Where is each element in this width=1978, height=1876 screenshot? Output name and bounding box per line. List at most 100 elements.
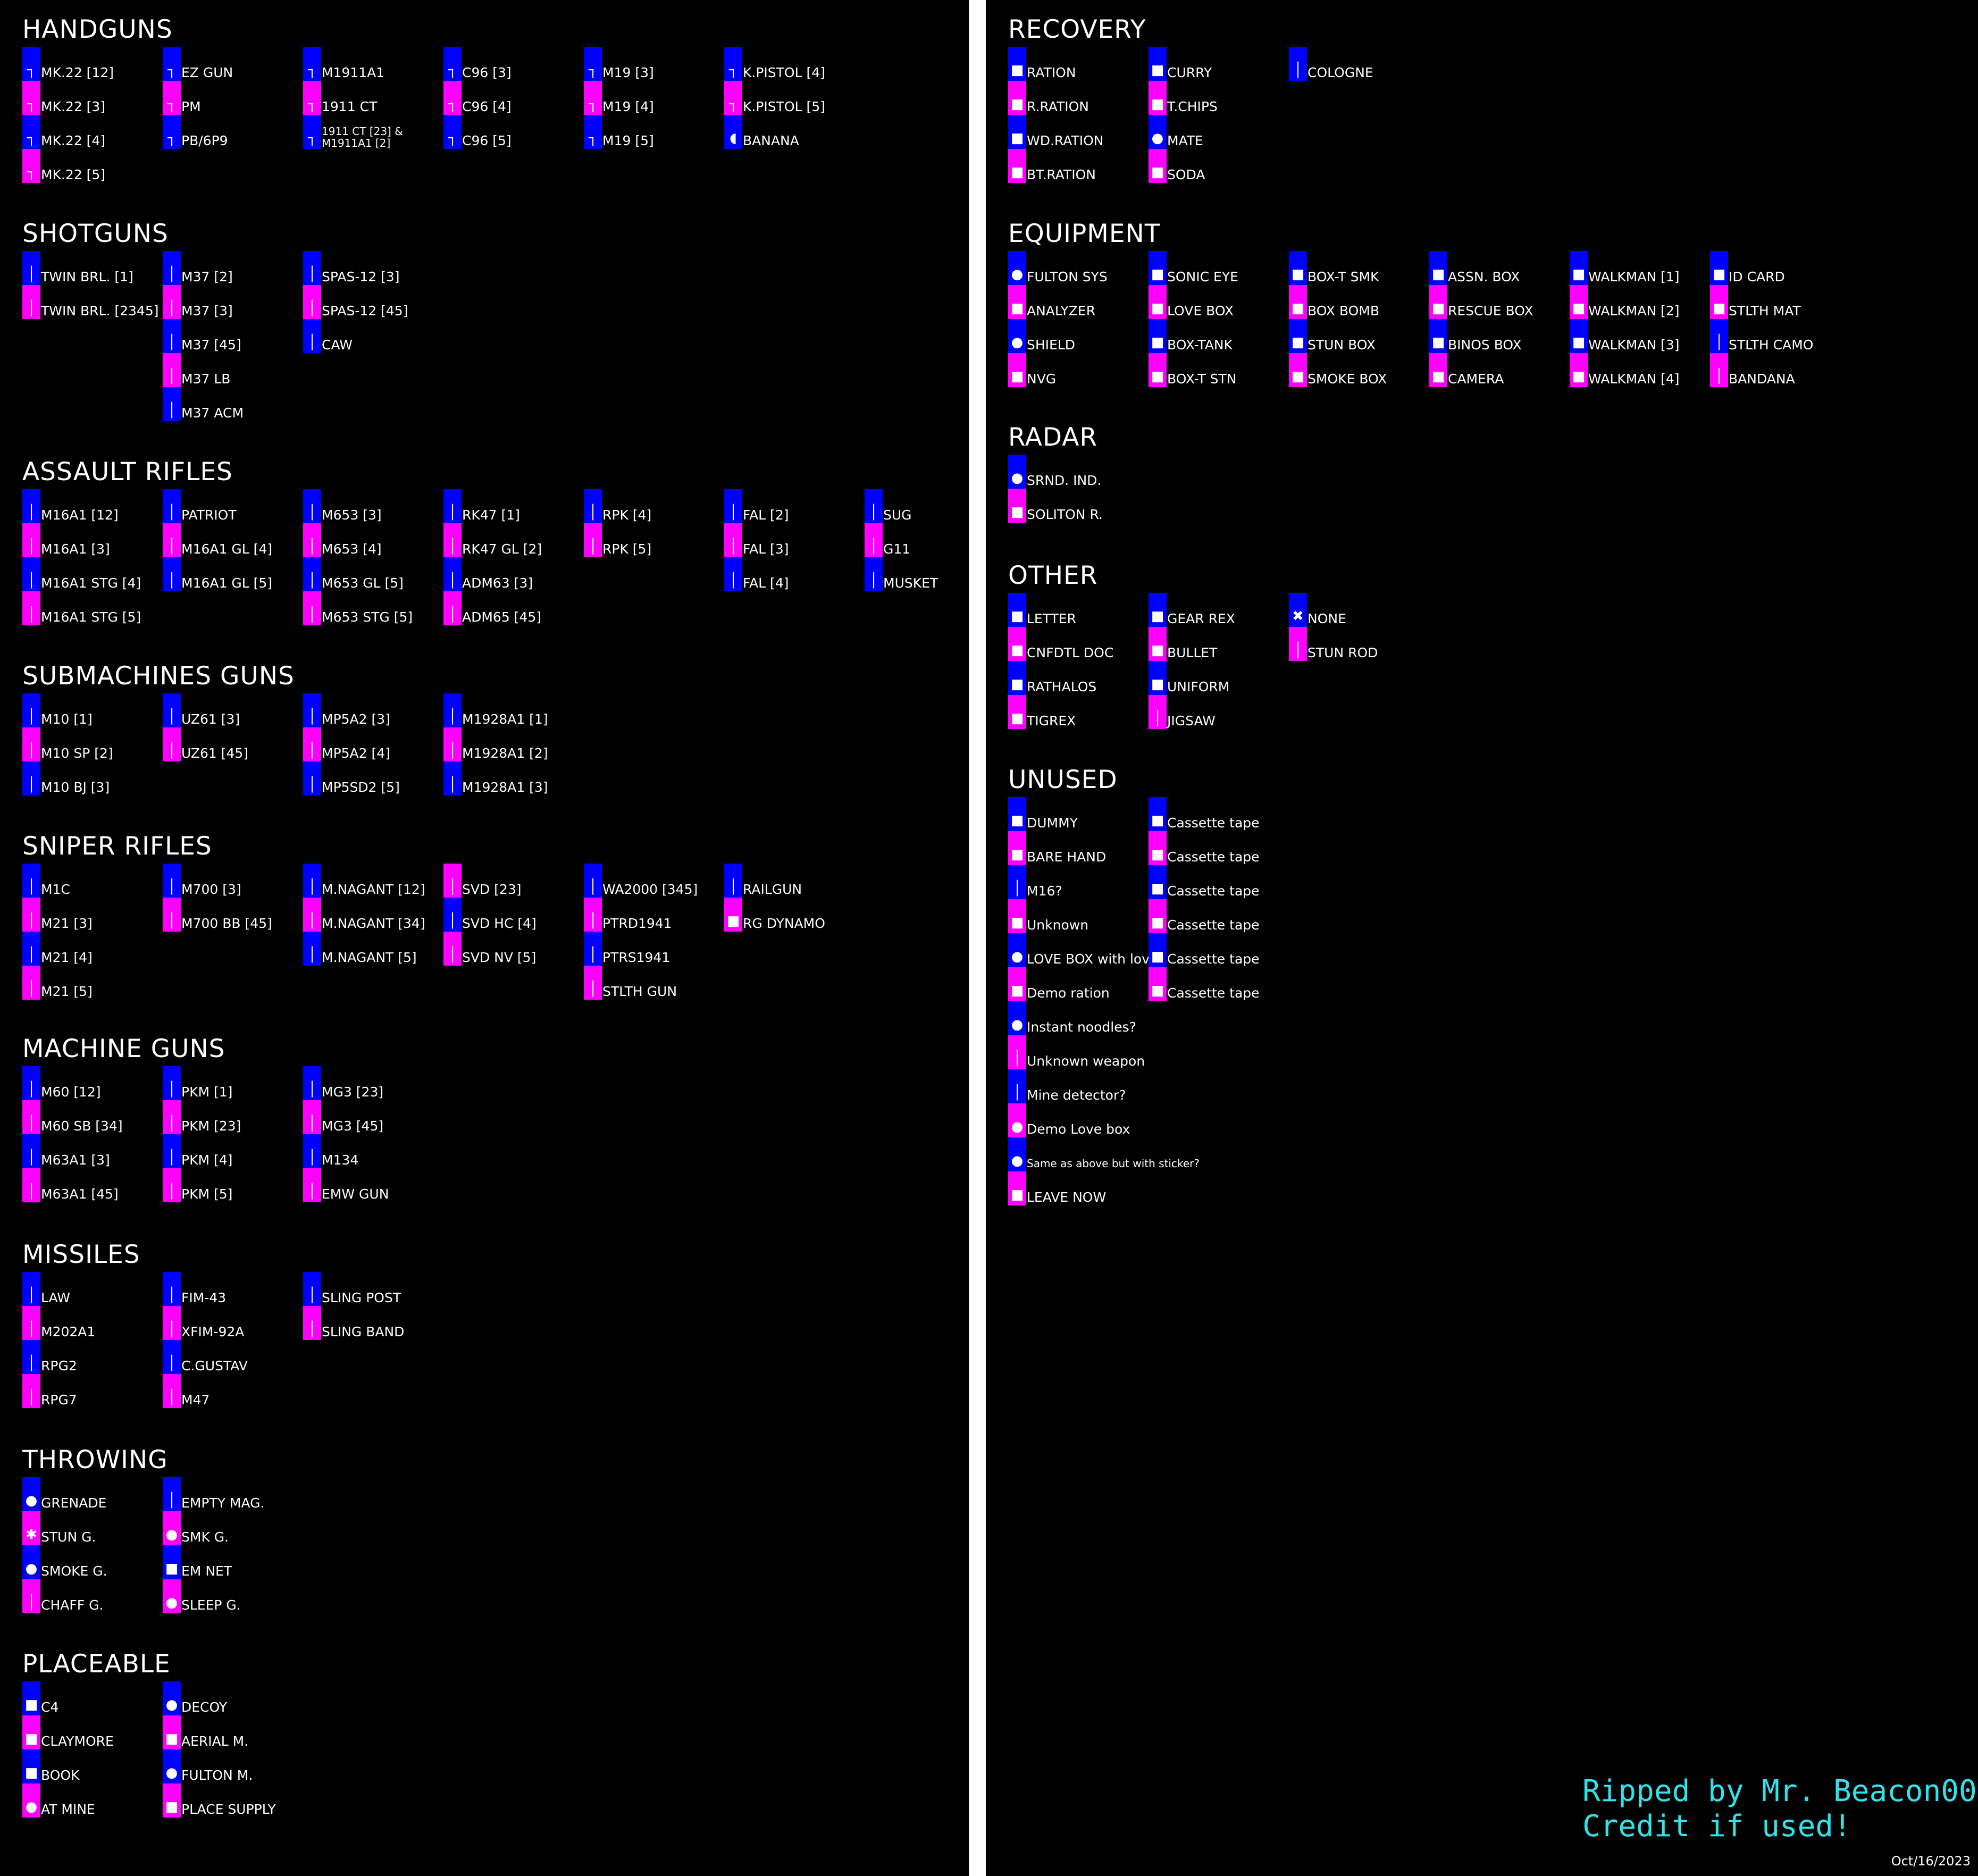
item-label: WALKMAN [3] <box>1588 337 1680 353</box>
item-camera: ■ CAMERA <box>1429 353 1570 387</box>
item-m-nagant-5: │ M.NAGANT [5] <box>303 932 443 966</box>
item-label: T.CHIPS <box>1167 99 1218 114</box>
item-sling-post: │ SLING POST <box>303 1272 443 1306</box>
item-label: WALKMAN [4] <box>1588 371 1680 387</box>
rifle-icon: │ <box>589 947 597 963</box>
item-label: TWIN BRL. [2345] <box>41 303 159 319</box>
item-icon-tile: ■ <box>1149 251 1167 285</box>
item-icon-tile: │ <box>724 864 742 898</box>
item-icon-tile: ● <box>1008 455 1026 489</box>
item-icon-tile: │ <box>163 864 181 898</box>
item-curry: ■ CURRY <box>1149 47 1289 81</box>
item-icon-tile: ■ <box>1008 899 1026 933</box>
item-label: CAW <box>322 337 353 353</box>
item-place-supply: ■ PLACE SUPPLY <box>163 1783 303 1818</box>
item-icon-tile: │ <box>443 557 462 591</box>
item-icon-tile: ■ <box>1008 285 1026 319</box>
item-label: PKM [5] <box>181 1186 233 1202</box>
item-icon-tile: ● <box>1008 319 1026 353</box>
gun-icon: ┐ <box>167 96 176 112</box>
item-chaff-g: │ CHAFF G. <box>22 1579 163 1613</box>
item-soliton-r: ■ SOLITON R. <box>1008 489 1149 523</box>
rifle-icon: │ <box>448 607 457 623</box>
box-icon: ■ <box>1010 96 1024 112</box>
gun-icon: ┐ <box>448 62 457 78</box>
rifle-icon: │ <box>308 1287 316 1303</box>
item-label: BULLET <box>1167 645 1218 660</box>
item-wa2000-345: │ WA2000 [345] <box>584 864 724 898</box>
item-icon-tile: ✖ <box>1289 593 1307 627</box>
item-c-gustav: │ C.GUSTAV <box>163 1340 303 1374</box>
rifle-icon: │ <box>27 1184 36 1200</box>
section-title: UNUSED <box>1008 765 1118 794</box>
rifle-icon: │ <box>1013 1051 1021 1067</box>
item-label: C4 <box>41 1699 59 1715</box>
gun-icon: ┐ <box>27 164 36 180</box>
item-label: M21 [5] <box>41 984 93 999</box>
item-label: M1928A1 [3] <box>462 780 548 795</box>
item-walkman-2: ■ WALKMAN [2] <box>1570 285 1710 319</box>
box-icon: ■ <box>1712 300 1726 316</box>
rifle-icon: │ <box>27 1116 36 1132</box>
item-label: Cassette tape <box>1167 883 1260 899</box>
item-icon-tile: ◖ <box>724 115 742 149</box>
item-rpk-5: │ RPK [5] <box>584 523 724 557</box>
item-m10-sp-2: │ M10 SP [2] <box>22 727 163 761</box>
item-icon-tile: │ <box>22 1066 40 1100</box>
item-label: M653 [3] <box>322 507 382 523</box>
item-svd-hc-4: │ SVD HC [4] <box>443 898 584 932</box>
item-bt-ration: ■ BT.RATION <box>1008 149 1149 183</box>
item-icon-tile: │ <box>303 1134 321 1168</box>
item-m653-gl-5: │ M653 GL [5] <box>303 557 443 591</box>
item-label: SONIC EYE <box>1167 269 1238 284</box>
spark-icon: ✱ <box>26 1527 37 1543</box>
rifle-icon: │ <box>308 947 316 963</box>
item-label: M700 BB [45] <box>181 916 272 931</box>
item-label: ID CARD <box>1729 269 1785 284</box>
item-label: MP5A2 [4] <box>322 746 390 761</box>
item-label: Cassette tape <box>1167 985 1260 1001</box>
item-icon-tile: │ <box>1149 695 1167 729</box>
round-icon: ● <box>1011 470 1024 486</box>
item-c4: ■ C4 <box>22 1681 163 1715</box>
item-emw-gun: │ EMW GUN <box>303 1168 443 1202</box>
item-icon-tile: ■ <box>1008 489 1026 523</box>
item-label: M21 [3] <box>41 916 93 931</box>
rifle-icon: │ <box>27 1287 36 1303</box>
item-icon-tile: │ <box>163 1100 181 1134</box>
rifle-icon: │ <box>1715 334 1723 350</box>
item-icon-tile: ■ <box>1008 967 1026 1001</box>
section-title: MISSILES <box>22 1240 140 1269</box>
rifle-icon: │ <box>308 879 316 895</box>
box-icon: ■ <box>1010 813 1024 828</box>
rifle-icon: │ <box>448 777 457 793</box>
box-icon: ■ <box>1151 949 1164 965</box>
item-icon-tile: ■ <box>1570 319 1588 353</box>
box-icon: ■ <box>1010 710 1024 726</box>
item-em-net: ■ EM NET <box>163 1545 303 1579</box>
rifle-icon: │ <box>308 709 316 725</box>
item-label: SVD [23] <box>462 882 522 897</box>
item-icon-tile: │ <box>443 693 462 727</box>
item-m653-3: │ M653 [3] <box>303 489 443 523</box>
item-icon-tile: │ <box>163 319 181 353</box>
box-icon: ■ <box>1010 130 1024 146</box>
rifle-icon: │ <box>448 539 457 555</box>
item-icon-tile: │ <box>1008 865 1026 899</box>
item-box-t-stn: ■ BOX-T STN <box>1149 353 1289 387</box>
round-icon: ● <box>25 1799 38 1815</box>
rifle-icon: │ <box>167 1184 176 1200</box>
item-label: Demo ration <box>1027 985 1110 1001</box>
item-label: RATION <box>1027 65 1076 80</box>
item-label: ANALYZER <box>1027 303 1096 319</box>
rifle-icon: │ <box>167 403 176 418</box>
item-label: RPK [4] <box>602 507 652 523</box>
item-label: SVD HC [4] <box>462 916 537 931</box>
section-title: SHOTGUNS <box>22 219 169 248</box>
item-label: SMK G. <box>181 1529 229 1545</box>
item-label: BOX BOMB <box>1308 303 1379 319</box>
item-rescue-box: ■ RESCUE BOX <box>1429 285 1570 319</box>
box-icon: ■ <box>1010 642 1024 658</box>
item-label: Cassette tape <box>1167 849 1260 865</box>
item-label: NVG <box>1027 371 1057 387</box>
